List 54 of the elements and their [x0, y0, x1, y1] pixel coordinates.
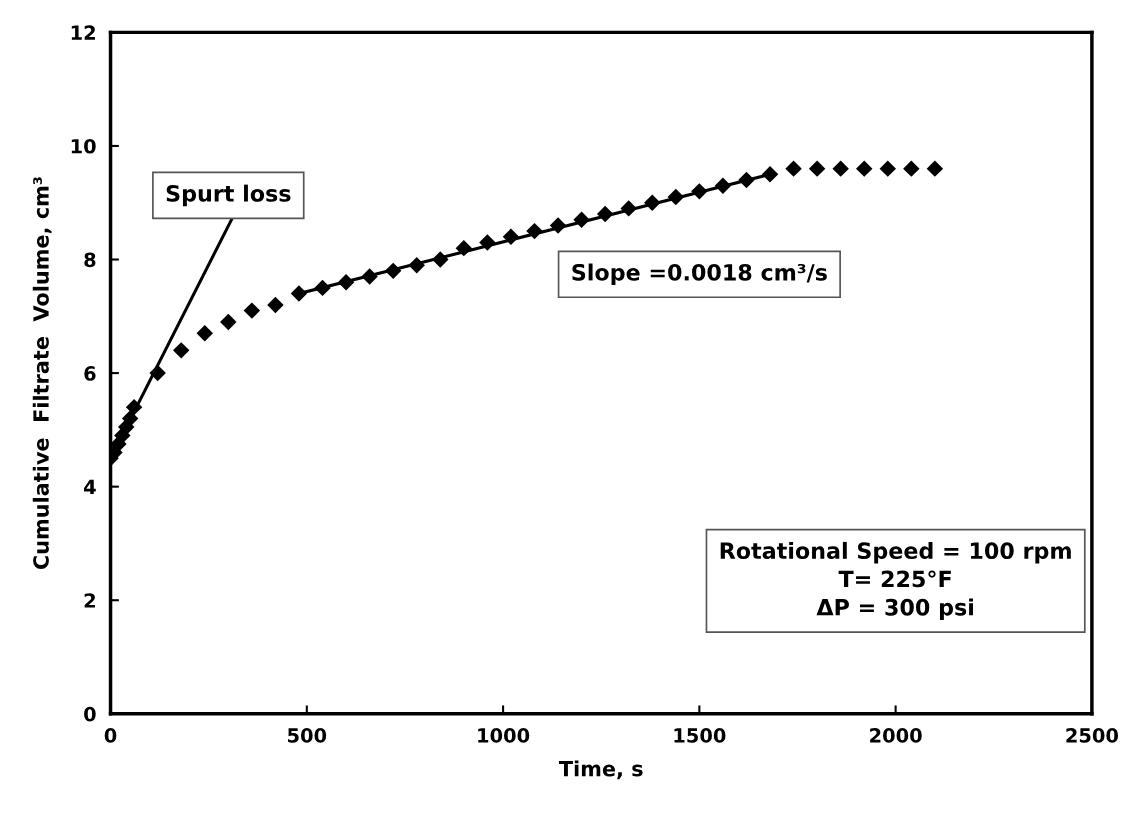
- point: [903, 160, 920, 177]
- point: [267, 296, 284, 314]
- x-tick-label: 2000: [870, 728, 922, 743]
- point: [479, 234, 496, 251]
- point: [220, 313, 237, 331]
- point: [761, 166, 779, 183]
- point: [620, 200, 637, 217]
- y-tick-label: 0: [84, 706, 96, 722]
- y-tick-label: 8: [84, 252, 96, 268]
- point: [337, 274, 355, 291]
- point: [573, 211, 590, 228]
- point: [691, 183, 708, 200]
- y-tick-label: 12: [71, 25, 95, 40]
- point: [361, 268, 378, 285]
- x-tick-label: 0: [104, 728, 117, 743]
- point: [149, 364, 166, 382]
- y-tick-label: 6: [84, 366, 96, 381]
- point: [384, 262, 402, 280]
- point: [526, 222, 543, 240]
- point: [121, 410, 139, 427]
- point: [314, 279, 331, 297]
- point: [644, 194, 661, 211]
- point: [596, 205, 614, 223]
- point: [785, 160, 802, 177]
- point: [455, 239, 473, 257]
- point: [125, 398, 143, 416]
- point: [243, 302, 261, 319]
- x-axis-title: Time, s: [558, 760, 643, 780]
- x-tick-label: 500: [288, 728, 327, 743]
- annotation: Rotational Speed = 100 rpm T= 225°F ΔP = 300 psi: [720, 541, 1071, 620]
- point: [172, 342, 190, 359]
- point: [856, 160, 873, 177]
- point: [502, 228, 520, 246]
- point: [738, 171, 755, 189]
- annotation: Spurt loss: [166, 184, 291, 207]
- point: [808, 160, 826, 177]
- y-axis-title: Cumulative Filtrate Volume, cm³: [32, 177, 52, 570]
- point: [714, 177, 732, 194]
- point: [667, 188, 685, 206]
- y-tick-label: 4: [84, 479, 96, 495]
- point: [549, 217, 567, 234]
- point: [290, 285, 308, 302]
- x-tick-label: 1500: [674, 728, 726, 743]
- y-tick-label: 10: [71, 138, 96, 154]
- annotation: Slope =0.0018 cm³/s: [572, 263, 827, 286]
- point: [832, 160, 849, 177]
- y-tick-label: 2: [84, 593, 95, 608]
- point: [432, 251, 449, 268]
- point: [196, 325, 213, 342]
- point: [879, 160, 896, 177]
- x-tick-label: 2500: [1066, 728, 1119, 743]
- point: [408, 256, 425, 274]
- x-tick-label: 1000: [478, 728, 530, 743]
- point: [926, 160, 944, 177]
